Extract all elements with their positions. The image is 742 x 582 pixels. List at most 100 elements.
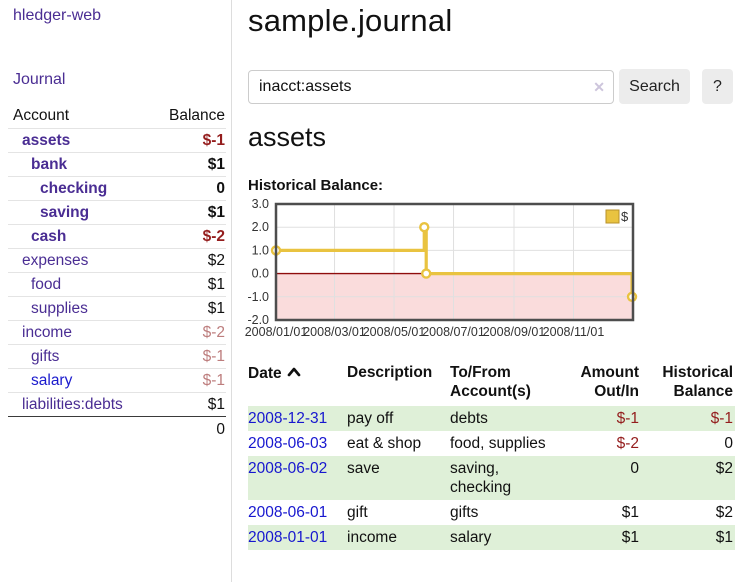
transaction-balance: $2: [715, 460, 733, 477]
account-balance: $-1: [149, 344, 226, 369]
historical-balance-chart: $3.0 2.0 1.0 0.0 -1.0 -2.0 2008/01/01 2008/03/0…: [241, 197, 641, 339]
transaction-description: gift: [347, 504, 368, 521]
transaction-balance: $2: [715, 504, 733, 521]
account-row: liabilities:debts $1: [8, 392, 226, 417]
svg-text:2008/03/01: 2008/03/01: [303, 325, 366, 339]
transaction-accounts: saving, checking: [450, 460, 512, 496]
app-title-link[interactable]: hledger-web: [13, 7, 102, 24]
transaction-date-link[interactable]: 2008-12-31: [248, 410, 328, 427]
column-header-description: Description: [347, 364, 433, 381]
column-header-date[interactable]: Date: [248, 361, 347, 406]
account-row: salary $-1: [8, 368, 226, 393]
accounts-header-account: Account: [13, 107, 70, 124]
accounts-table: Account Balance assets $-1 bank $1 checking 0…: [8, 104, 226, 442]
chart-title: Historical Balance:: [248, 177, 384, 194]
account-link[interactable]: checking: [40, 180, 108, 197]
svg-text:2008/09/01: 2008/09/01: [483, 325, 546, 339]
accounts-total-row: 0: [8, 416, 226, 442]
account-link[interactable]: bank: [31, 156, 68, 173]
main-content: sample.journal ✕ Search ? assets Histori…: [245, 0, 742, 582]
account-link[interactable]: assets: [22, 132, 71, 149]
transaction-row: 2008-12-31 pay off debts $-1 $-1: [248, 406, 735, 431]
account-row: saving $1: [8, 200, 226, 225]
account-balance: $1: [149, 392, 226, 417]
transaction-amount: $1: [621, 529, 639, 546]
search-button[interactable]: Search: [619, 69, 690, 104]
svg-text:$: $: [621, 209, 629, 224]
svg-text:2008/07/01: 2008/07/01: [422, 325, 485, 339]
svg-text:-2.0: -2.0: [247, 313, 269, 327]
transaction-accounts: food, supplies: [450, 435, 546, 452]
svg-text:2.0: 2.0: [252, 220, 269, 234]
account-balance: $-2: [149, 320, 226, 345]
account-row: income $-2: [8, 320, 226, 345]
svg-text:2008/11/01: 2008/11/01: [543, 325, 605, 339]
search-bar: ✕ Search ?: [248, 69, 733, 104]
transaction-amount: $-1: [616, 410, 639, 427]
account-link[interactable]: supplies: [31, 300, 88, 317]
transaction-row: 2008-06-01 gift gifts $1 $2: [248, 500, 735, 525]
help-button[interactable]: ?: [702, 69, 733, 104]
account-row: checking 0: [8, 176, 226, 201]
transaction-amount: $-2: [616, 435, 639, 452]
account-row: cash $-2: [8, 224, 226, 249]
account-balance: $1: [149, 272, 226, 297]
account-balance: $-1: [149, 128, 226, 153]
transaction-date-link[interactable]: 2008-06-01: [248, 504, 328, 521]
account-balance: $-1: [149, 368, 226, 393]
transaction-date-link[interactable]: 2008-06-03: [248, 435, 328, 452]
account-link[interactable]: gifts: [31, 348, 60, 365]
transaction-amount: $1: [621, 504, 639, 521]
transaction-row: 2008-06-03 eat & shop food, supplies $-2 0: [248, 431, 735, 456]
account-row: food $1: [8, 272, 226, 297]
sidebar-item-journal[interactable]: Journal: [13, 71, 66, 88]
transaction-amount: 0: [630, 460, 639, 477]
transaction-date-link[interactable]: 2008-06-02: [248, 460, 328, 477]
transaction-row: 2008-01-01 income salary $1 $1: [248, 525, 735, 550]
account-balance: $1: [149, 152, 226, 177]
transaction-row: 2008-06-02 save saving, checking 0 $2: [248, 456, 735, 500]
svg-text:-1.0: -1.0: [247, 290, 269, 304]
accounts-tbody: assets $-1 bank $1 checking 0 saving $1 cash $-2 e…: [8, 128, 226, 417]
transaction-date-link[interactable]: 2008-01-01: [248, 529, 328, 546]
account-row: supplies $1: [8, 296, 226, 321]
account-row: gifts $-1: [8, 344, 226, 369]
sidebar: hledger-web Journal Account Balance asse…: [0, 0, 232, 582]
transaction-accounts: salary: [450, 529, 492, 546]
svg-text:2008/01/01: 2008/01/01: [245, 325, 308, 339]
svg-text:2008/05/01: 2008/05/01: [363, 325, 426, 339]
accounts-total-balance: 0: [149, 416, 226, 442]
accounts-header-balance: Balance: [168, 107, 225, 124]
page-title: sample.journal: [248, 3, 453, 38]
account-link[interactable]: food: [31, 276, 62, 293]
account-balance: $-2: [149, 224, 226, 249]
accounts-header-row: Account Balance: [8, 104, 226, 129]
transaction-balance: $1: [715, 529, 733, 546]
account-link[interactable]: saving: [40, 204, 90, 221]
transactions-header-row: Date Description To/From Account(s) Amou…: [248, 361, 735, 406]
account-row: bank $1: [8, 152, 226, 177]
transaction-description: pay off: [347, 410, 394, 427]
svg-text:3.0: 3.0: [252, 197, 269, 211]
account-row: assets $-1: [8, 128, 226, 153]
account-balance: $1: [149, 200, 226, 225]
transaction-description: income: [347, 529, 397, 546]
svg-text:1.0: 1.0: [252, 243, 269, 257]
account-link[interactable]: cash: [31, 228, 67, 245]
transaction-accounts: gifts: [450, 504, 479, 521]
account-link[interactable]: salary: [31, 372, 73, 389]
account-balance: $1: [149, 296, 226, 321]
search-input[interactable]: [248, 69, 614, 104]
svg-text:0.0: 0.0: [252, 267, 269, 281]
column-header-balance: Historical Balance: [662, 364, 733, 400]
account-link[interactable]: liabilities:debts: [22, 396, 123, 413]
clear-search-icon[interactable]: ✕: [593, 78, 605, 95]
account-link[interactable]: income: [22, 324, 72, 341]
search-box: ✕: [248, 69, 614, 104]
transaction-description: save: [347, 460, 380, 477]
column-header-amount: Amount Out/In: [580, 364, 639, 400]
transaction-balance: $-1: [710, 410, 733, 427]
account-link[interactable]: expenses: [22, 252, 89, 269]
transactions-table: Date Description To/From Account(s) Amou…: [248, 361, 735, 550]
